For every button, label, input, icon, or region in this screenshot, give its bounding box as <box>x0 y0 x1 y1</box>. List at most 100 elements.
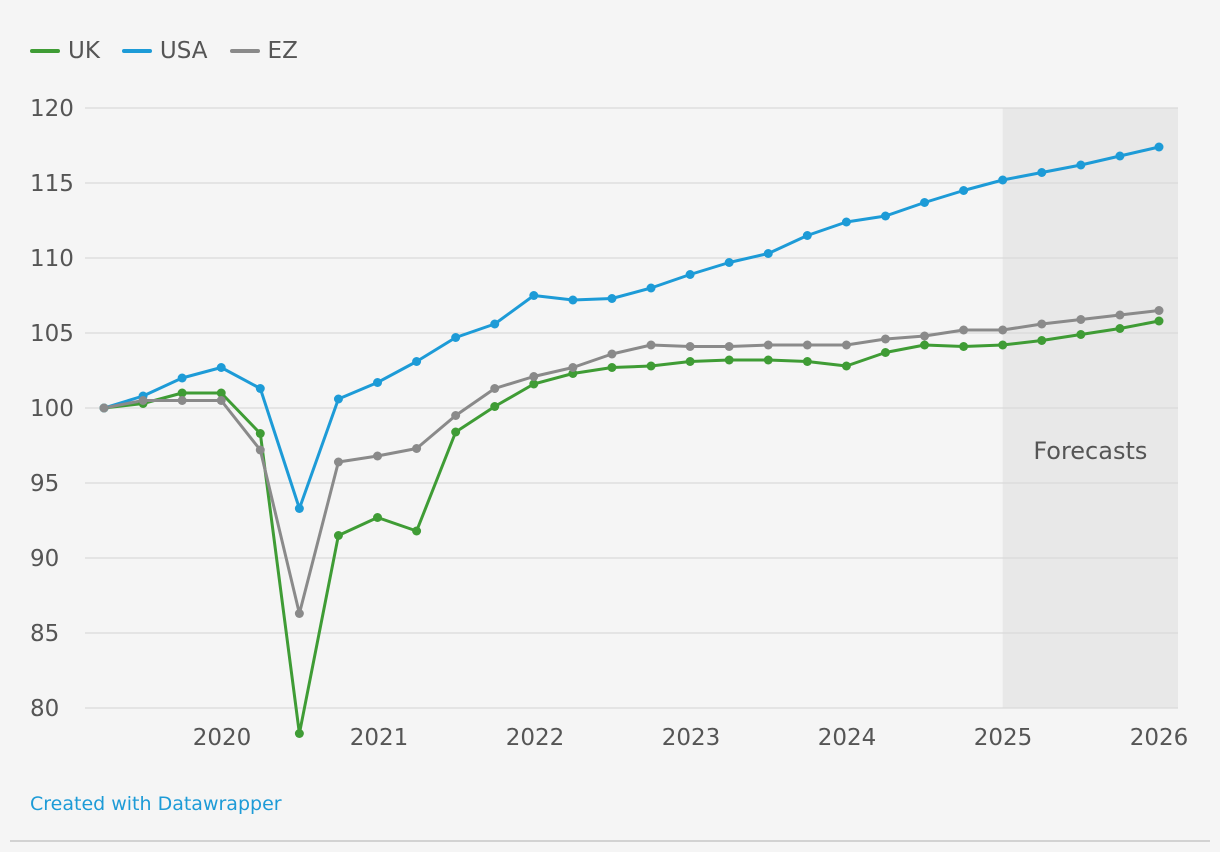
data-point-ez <box>998 325 1008 335</box>
data-point-uk <box>1037 336 1047 345</box>
data-point-usa <box>607 294 617 303</box>
data-point-ez <box>177 396 187 405</box>
data-point-usa <box>959 186 969 195</box>
data-point-usa <box>646 283 656 293</box>
legend-item-uk: UK <box>30 38 100 64</box>
data-point-uk <box>1115 324 1125 333</box>
data-point-ez <box>529 372 539 381</box>
data-point-usa <box>294 504 304 513</box>
legend-swatch-ez <box>229 49 260 53</box>
series-line-usa <box>102 145 1161 510</box>
data-point-uk <box>1154 316 1164 326</box>
data-point-uk <box>998 340 1008 350</box>
data-point-uk <box>607 363 617 372</box>
data-point-uk <box>959 342 969 351</box>
y-tick-label: 115 <box>30 171 74 197</box>
data-point-uk <box>841 361 851 371</box>
data-point-uk <box>255 429 265 438</box>
data-point-ez <box>568 363 578 372</box>
datawrapper-credit-link[interactable]: Created with Datawrapper <box>30 793 282 815</box>
data-point-uk <box>685 357 695 366</box>
data-point-ez <box>685 342 695 351</box>
data-point-uk <box>920 340 930 350</box>
y-tick-label: 80 <box>30 696 59 722</box>
legend-label-usa: USA <box>159 38 208 64</box>
y-tick-label: 120 <box>30 96 74 122</box>
legend-label-ez: EZ <box>267 38 298 64</box>
forecast-label: Forecasts <box>1033 437 1147 465</box>
data-point-usa <box>255 384 265 393</box>
data-point-usa <box>568 295 578 305</box>
data-point-usa <box>763 249 773 258</box>
data-point-usa <box>724 258 734 267</box>
data-point-ez <box>490 384 500 393</box>
y-tick-label: 100 <box>30 396 74 422</box>
data-point-usa <box>333 394 343 404</box>
y-tick-label: 95 <box>30 471 59 497</box>
data-point-ez <box>1154 306 1164 315</box>
legend-label-uk: UK <box>68 38 100 64</box>
x-tick-label: 2021 <box>350 725 409 751</box>
x-tick-label: 2022 <box>506 725 565 751</box>
data-point-usa <box>1076 160 1086 170</box>
data-point-ez <box>1115 310 1125 320</box>
data-point-uk <box>490 402 500 411</box>
data-point-uk <box>177 388 187 398</box>
data-point-uk <box>333 531 343 540</box>
data-point-uk <box>294 729 304 738</box>
data-point-uk <box>1076 330 1086 339</box>
data-point-uk <box>880 348 890 357</box>
data-point-ez <box>333 457 343 467</box>
data-point-ez <box>294 609 304 618</box>
data-point-uk <box>529 379 539 389</box>
data-point-ez <box>255 445 265 455</box>
data-point-uk <box>724 355 734 365</box>
data-point-usa <box>177 373 187 383</box>
data-point-usa <box>216 363 226 372</box>
data-point-ez <box>646 340 656 350</box>
data-point-ez <box>880 334 890 344</box>
series-line-ez <box>102 309 1161 615</box>
data-point-ez <box>920 331 930 341</box>
data-point-uk <box>763 355 773 365</box>
data-point-usa <box>1037 168 1047 177</box>
data-point-usa <box>373 378 383 387</box>
data-point-ez <box>216 396 226 405</box>
data-point-ez <box>451 411 461 420</box>
data-point-usa <box>802 231 812 240</box>
data-point-usa <box>490 319 500 329</box>
legend-item-ez: EZ <box>229 38 298 64</box>
data-point-ez <box>1037 319 1047 329</box>
data-point-usa <box>920 198 930 207</box>
data-point-usa <box>841 217 851 227</box>
data-point-ez <box>841 340 851 350</box>
data-point-usa <box>412 357 422 366</box>
y-tick-label: 90 <box>30 546 59 572</box>
data-point-usa <box>451 333 461 342</box>
data-point-uk <box>412 526 422 536</box>
data-point-ez <box>412 444 422 453</box>
x-tick-label: 2023 <box>662 725 721 751</box>
data-point-ez <box>763 340 773 350</box>
series-line-uk <box>102 319 1161 735</box>
data-point-ez <box>607 349 617 359</box>
legend-swatch-uk <box>30 49 60 53</box>
data-point-usa <box>998 175 1008 185</box>
data-point-uk <box>451 427 461 437</box>
data-point-uk <box>802 357 812 366</box>
y-tick-label: 105 <box>30 321 74 347</box>
data-point-ez <box>724 342 734 351</box>
data-point-uk <box>216 388 226 398</box>
bottom-divider <box>10 840 1210 842</box>
data-point-usa <box>880 211 890 221</box>
legend-swatch-usa <box>121 49 152 53</box>
data-point-usa <box>529 291 539 300</box>
x-tick-label: 2024 <box>818 725 877 751</box>
data-point-usa <box>1154 142 1164 152</box>
data-point-ez <box>802 340 812 350</box>
data-point-usa <box>685 270 695 279</box>
data-point-ez <box>1076 315 1086 324</box>
y-tick-label: 110 <box>30 246 74 272</box>
data-point-uk <box>646 361 656 371</box>
